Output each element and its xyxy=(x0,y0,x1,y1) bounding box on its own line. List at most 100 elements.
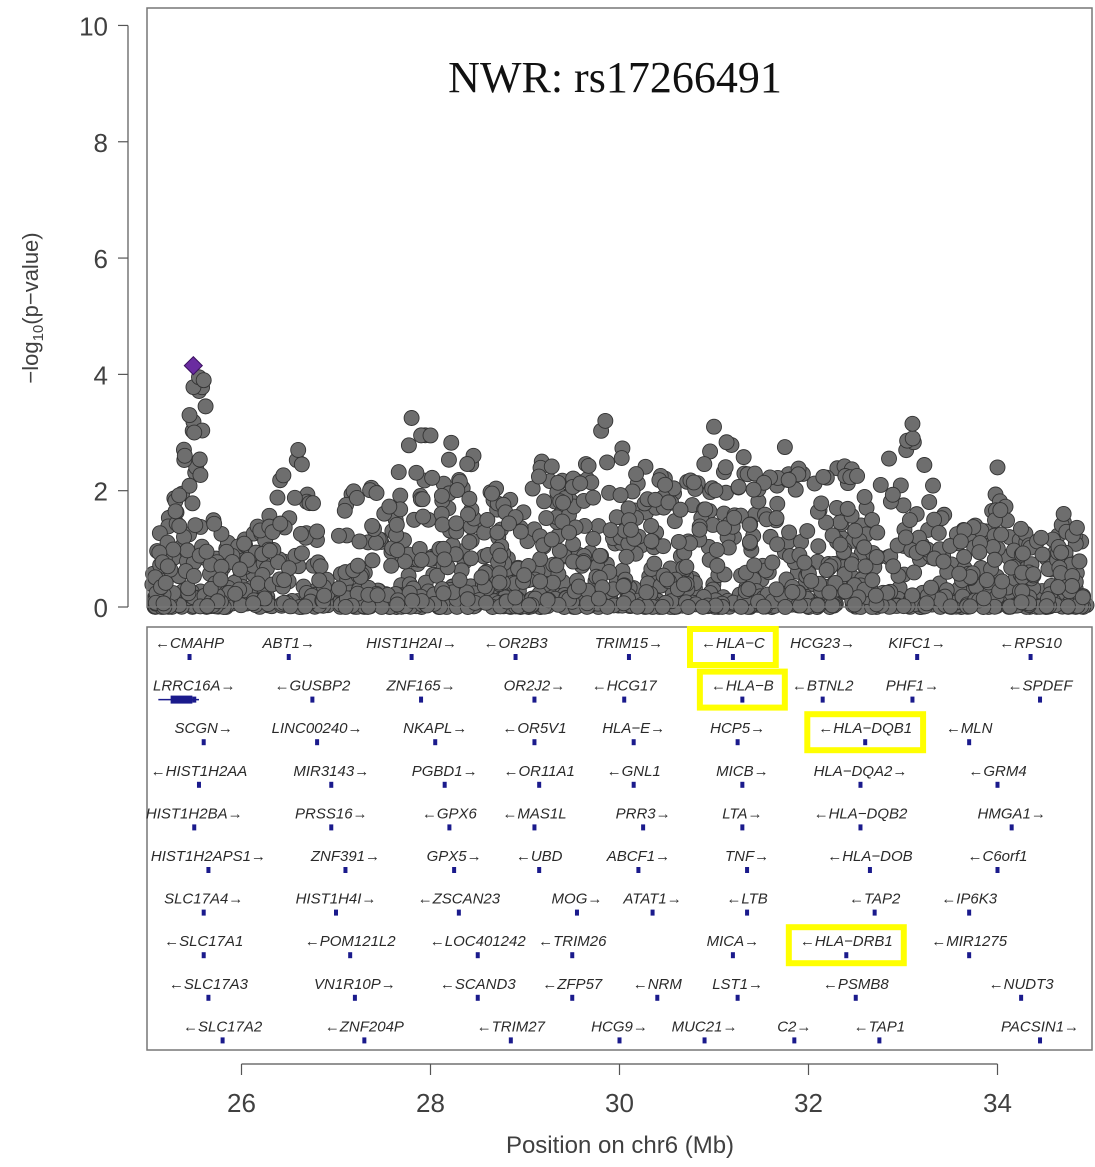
snp-point xyxy=(904,415,921,432)
gene-annotation: HCP5→ xyxy=(710,720,765,746)
snp-point xyxy=(856,489,873,505)
snp-point xyxy=(368,485,385,501)
snp-point xyxy=(440,451,457,468)
gene-body xyxy=(915,654,920,660)
gene-label: ←HLA−C xyxy=(701,635,765,652)
gene-body xyxy=(329,781,334,788)
gene-body xyxy=(844,952,849,959)
gene-label: PRR3→ xyxy=(616,805,671,822)
gene-label: SCGN→ xyxy=(175,720,233,737)
gene-annotation: TRIM15→ xyxy=(595,635,663,660)
snp-point xyxy=(971,544,988,561)
snp-point xyxy=(436,551,453,568)
gene-body xyxy=(740,781,745,788)
snp-point xyxy=(492,547,509,564)
gene-label: HCG23→ xyxy=(790,635,855,652)
snp-point xyxy=(809,597,826,614)
gene-annotation: ←OR11A1 xyxy=(503,763,575,788)
snp-point xyxy=(434,516,451,533)
snp-point xyxy=(726,509,743,526)
snp-point xyxy=(847,522,864,539)
snp-point xyxy=(643,517,660,534)
gene-label: SLC17A4→ xyxy=(164,891,243,908)
snp-point xyxy=(463,550,479,567)
snp-point xyxy=(685,474,702,491)
gene-annotation: ←ZSCAN23 xyxy=(418,891,501,916)
snp-point xyxy=(451,572,468,589)
gene-body xyxy=(995,867,1000,873)
gene-annotation: PACSIN1→ xyxy=(1001,1018,1079,1044)
snp-point xyxy=(821,584,838,601)
gene-annotation: ←C6orf1 xyxy=(967,848,1028,873)
snp-point xyxy=(885,558,902,575)
snp-point xyxy=(628,466,645,483)
gene-body xyxy=(196,781,201,788)
gene-body xyxy=(702,1037,707,1044)
gene-body xyxy=(745,867,750,873)
snp-point xyxy=(181,477,198,494)
gene-body xyxy=(853,994,858,1001)
snp-point xyxy=(769,536,786,553)
snp-point xyxy=(422,427,439,444)
gene-body xyxy=(187,654,192,660)
snp-point xyxy=(532,573,549,590)
gene-label: LST1→ xyxy=(712,976,763,993)
snp-point xyxy=(678,558,695,575)
gene-body xyxy=(820,696,825,703)
gene-label: TRIM15→ xyxy=(595,635,663,652)
gene-annotation: ←GNL1 xyxy=(607,763,661,788)
snp-point xyxy=(647,491,664,508)
gene-body xyxy=(858,824,863,831)
snp-point xyxy=(915,539,932,556)
snp-point xyxy=(245,595,262,612)
gene-annotation: HCG9→ xyxy=(591,1018,648,1044)
gene-body xyxy=(622,696,627,703)
gene-label: NKAPL→ xyxy=(403,720,467,737)
snp-point xyxy=(507,589,524,606)
snp-point xyxy=(311,572,328,589)
gene-body xyxy=(220,1037,225,1044)
gene-body xyxy=(967,739,972,746)
gene-label: ZNF391→ xyxy=(310,848,380,865)
snp-point xyxy=(198,543,215,560)
snp-points xyxy=(144,369,1095,615)
snp-point xyxy=(212,571,229,588)
gene-label: ←SLC17A3 xyxy=(169,976,249,993)
snp-point xyxy=(781,524,798,541)
gene-label: ←TRIM26 xyxy=(538,933,607,950)
snp-point xyxy=(716,520,733,537)
snp-point xyxy=(364,517,381,534)
gene-body xyxy=(863,739,868,746)
snp-point xyxy=(249,575,266,592)
snp-point xyxy=(530,468,547,485)
gene-label: ATAT1→ xyxy=(622,891,681,908)
lead-snp-layer xyxy=(183,355,204,376)
snp-point xyxy=(572,475,589,492)
snp-point xyxy=(1025,566,1042,583)
gene-label: PGBD1→ xyxy=(412,763,478,780)
x-tick-label: 34 xyxy=(983,1088,1012,1118)
gene-body xyxy=(858,781,863,788)
snp-point xyxy=(159,558,176,575)
gene-highlight-box xyxy=(785,924,907,967)
gene-label: HLA−DQA2→ xyxy=(814,763,908,780)
gene-label: LINC00240→ xyxy=(272,720,363,737)
gene-body xyxy=(867,867,872,873)
gene-body xyxy=(631,781,636,788)
snp-point xyxy=(901,512,918,529)
gene-annotation: LINC00240→ xyxy=(272,720,363,746)
snp-point xyxy=(157,574,174,591)
gene-annotation: ←NUDT3 xyxy=(989,976,1054,1001)
gene-annotation: ←MIR1275 xyxy=(931,933,1008,959)
snp-point xyxy=(459,591,476,608)
snp-point xyxy=(676,576,693,593)
snp-point xyxy=(592,547,608,564)
snp-point xyxy=(1034,546,1051,563)
gene-label: MIR3143→ xyxy=(293,763,369,780)
gene-annotation: HLA−DQA2→ xyxy=(814,763,908,788)
gene-body xyxy=(650,909,655,916)
gene-body xyxy=(475,994,480,1001)
snp-point xyxy=(615,595,632,612)
gene-body xyxy=(730,654,735,660)
snp-point xyxy=(165,541,182,558)
